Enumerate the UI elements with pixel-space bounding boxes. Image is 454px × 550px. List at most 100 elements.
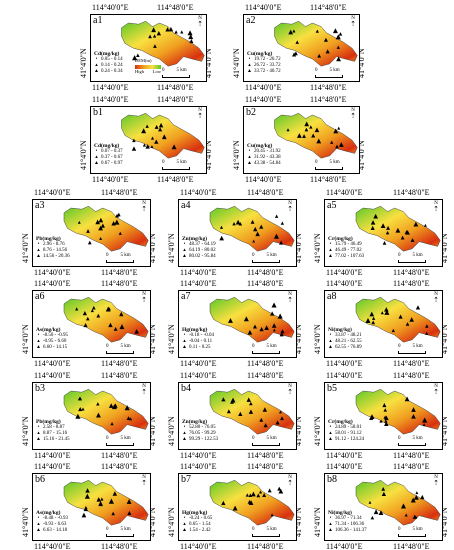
north-label: N xyxy=(288,475,292,480)
latitude-label: 41°4'0"N xyxy=(313,233,322,263)
sample-point-marker xyxy=(168,26,174,32)
longitude-label: 114°40'0"E xyxy=(180,542,217,550)
study-area-polygon xyxy=(355,479,441,526)
legend-row: ▴ 0.65 - 1.54 xyxy=(182,522,212,528)
sample-point-marker xyxy=(113,326,118,331)
north-arrow-glyph: ⇡ xyxy=(141,205,147,213)
legend-range: 33.72 - 40.72 xyxy=(254,69,281,74)
dem-raster xyxy=(274,20,358,67)
sample-point-marker xyxy=(92,305,96,310)
legend: Hg(mg/kg) • -0.24 - 0.65 ▴ 0.65 - 1.54 ▲ 1.54 … xyxy=(182,510,212,534)
longitude-label: 114°48'0"E xyxy=(101,451,138,460)
scale-bar: 0 5 km xyxy=(315,160,340,165)
legend-row: ▴ -0.93 - 6.63 xyxy=(36,522,68,528)
legend: Ni(mg/kg) • 33.87 - 48.21 ▴ 48.21 - 62.55 ▲ 62… xyxy=(328,327,362,351)
sample-point-marker xyxy=(136,53,140,58)
sample-point-marker xyxy=(256,493,261,498)
sample-point-marker xyxy=(384,415,389,421)
panel-id: a5 xyxy=(327,200,337,211)
sample-point-marker xyxy=(154,139,159,144)
sample-point-marker xyxy=(134,328,139,334)
sample-point-marker xyxy=(411,407,416,412)
legend-symbol-icon: • xyxy=(183,516,186,521)
sample-point-marker xyxy=(379,419,383,423)
north-label: N xyxy=(434,384,438,389)
legend-symbol-icon: ▲ xyxy=(247,69,252,74)
legend-range: 0.67 - 0.97 xyxy=(101,161,123,166)
sample-point-marker xyxy=(309,125,313,129)
panel-id: b7 xyxy=(181,474,191,485)
north-arrow-glyph: ⇡ xyxy=(197,112,203,120)
north-label: N xyxy=(198,16,202,21)
longitude-label: 114°40'0"E xyxy=(34,371,71,380)
scale-bar: 0 5 km xyxy=(252,527,277,532)
sample-point-marker xyxy=(238,222,243,226)
legend-symbol-icon: ▴ xyxy=(329,522,332,527)
longitude-label: 114°48'0"E xyxy=(393,279,430,288)
panel-id: b8 xyxy=(327,474,337,485)
legend-row: • -0.24 - 0.65 xyxy=(182,516,213,522)
scale-bar: 0 5 km xyxy=(106,344,131,349)
longitude-label: 114°48'0"E xyxy=(157,3,194,12)
legend-symbol-icon: • xyxy=(95,149,98,154)
map-frame: a4 N ⇡ Zn(mg/kg) • 48.37 - 64.19 ▴ 64.19 - 80.0… xyxy=(178,199,297,267)
longitude-label: 114°40'0"E xyxy=(326,371,363,380)
sample-point-marker xyxy=(84,493,90,499)
longitude-label: 114°40'0"E xyxy=(92,83,129,92)
legend-range: 24.89 - 58.01 xyxy=(335,425,362,430)
longitude-label: 114°48'0"E xyxy=(393,359,430,368)
panel-id: b5 xyxy=(327,383,337,394)
sample-point-marker xyxy=(255,231,260,237)
longitude-label: 114°48'0"E xyxy=(393,462,430,471)
longitude-label: 114°48'0"E xyxy=(247,268,284,277)
legend-symbol-icon: ▲ xyxy=(328,345,333,350)
sample-point-marker xyxy=(259,224,264,229)
legend-range: 52.80 - 76.05 xyxy=(189,425,216,430)
latitude-label: 41°4'0"N xyxy=(167,507,176,537)
latitude-label: 41°4'0"N xyxy=(21,507,30,537)
longitude-label: 114°40'0"E xyxy=(245,175,282,184)
sample-point-marker xyxy=(145,124,149,128)
north-arrow-icon: N ⇡ xyxy=(197,16,203,28)
legend-row: ▲ 0.24 - 0.34 xyxy=(94,69,123,75)
legend-range: 0.14 - 0.24 xyxy=(101,63,123,68)
legend-range: -0.24 - 0.65 xyxy=(189,516,213,521)
north-label: N xyxy=(434,292,438,297)
legend-range: 8.87 - 15.16 xyxy=(43,431,68,436)
sample-point-marker xyxy=(264,325,269,331)
sample-point-marker xyxy=(105,306,111,312)
north-arrow-glyph: ⇡ xyxy=(287,479,293,487)
map-panel-b6: 114°40'0"E 114°48'0"E 114°40'0"E 114°48'0"E… xyxy=(21,459,159,550)
longitude-label: 114°48'0"E xyxy=(310,83,347,92)
legend-row: ▴ -0.95 - 6.60 xyxy=(36,339,68,345)
north-arrow-icon: N ⇡ xyxy=(141,384,147,396)
legend-range: -8.48 - -0.93 xyxy=(43,516,68,521)
north-label: N xyxy=(288,384,292,389)
sample-point-marker xyxy=(221,397,226,402)
legend-symbol-icon: ▴ xyxy=(183,339,186,344)
legend-range: 6.63 - 14.18 xyxy=(43,528,68,533)
map-frame: b8 N ⇡ Ni(mg/kg) • 36.97 - 71.34 ▴ 71.34 - 106.… xyxy=(324,473,443,541)
legend: Pb(mg/kg) • 2.96 - 8.76 ▴ 8.76 - 14.56 ▲ 14.56… xyxy=(36,236,70,260)
sample-point-marker xyxy=(77,220,81,224)
scale-distance: 5 km xyxy=(266,527,277,532)
longitude-label: 114°40'0"E xyxy=(92,175,129,184)
scale-bar: 0 5 km xyxy=(398,436,423,441)
study-area-polygon xyxy=(209,205,295,252)
scale-zero: 0 xyxy=(252,436,255,441)
scale-zero: 0 xyxy=(162,68,165,73)
legend-title: Cr(mg/kg) xyxy=(328,236,353,242)
sample-point-marker xyxy=(371,320,376,325)
sample-point-marker xyxy=(280,221,285,225)
legend-range: 6.60 - 14.15 xyxy=(43,345,68,350)
sample-point-marker xyxy=(111,511,115,516)
sample-point-marker xyxy=(248,409,254,414)
north-arrow-icon: N ⇡ xyxy=(287,292,293,304)
sample-point-marker xyxy=(90,308,94,313)
legend-row: ▴ 0.37 - 0.67 xyxy=(94,155,122,161)
sample-point-marker xyxy=(317,53,322,58)
sample-point-marker xyxy=(127,510,132,515)
north-arrow-glyph: ⇡ xyxy=(141,296,147,304)
study-area-polygon xyxy=(355,388,441,435)
sample-point-marker xyxy=(316,138,322,144)
